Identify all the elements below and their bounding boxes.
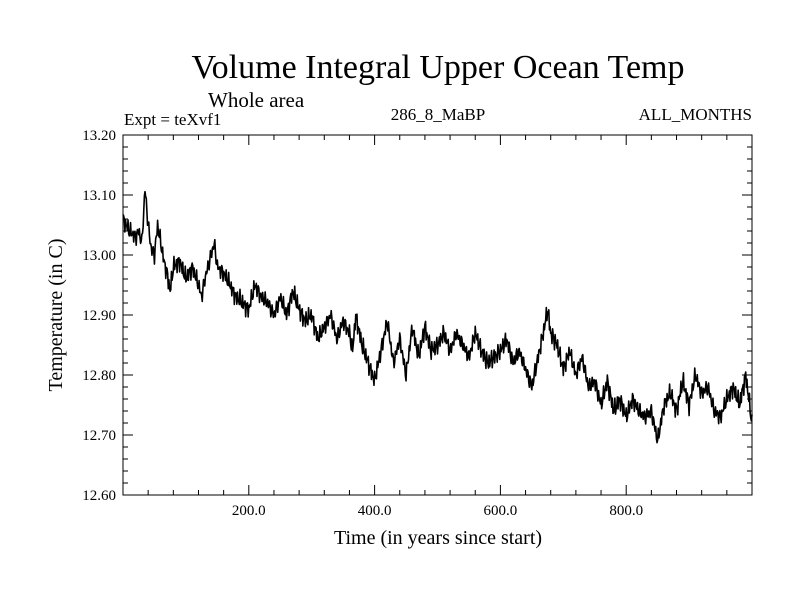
x-axis-label: Time (in years since start) [334,527,542,549]
months-label: ALL_MONTHS [639,105,752,124]
y-tick-label: 13.20 [82,128,116,144]
x-tick-label: 200.0 [232,503,266,519]
y-tick-label: 12.60 [82,488,116,504]
expt-label: Expt = teXvf1 [124,110,221,129]
chart-subtitle: Whole area [208,88,305,112]
y-axis-label: Temperature (in C) [45,239,67,392]
y-tick-label: 12.80 [82,368,116,384]
y-tick-label: 12.90 [82,308,116,324]
y-tick-label: 13.00 [82,248,116,264]
y-tick-label: 12.70 [82,428,116,444]
x-tick-label: 600.0 [484,503,518,519]
series-line-temperature [122,190,753,444]
chart-title: Volume Integral Upper Ocean Temp [192,49,685,86]
x-axis: 200.0 400.0 600.0 800.0 [122,135,753,519]
run-label: 286_8_MaBP [391,105,485,124]
y-tick-label: 13.10 [82,188,116,204]
x-tick-label: 800.0 [609,503,643,519]
x-tick-label: 400.0 [358,503,392,519]
y-axis: 12.60 12.70 12.80 12.90 13.00 13.10 13.20 [82,128,752,504]
